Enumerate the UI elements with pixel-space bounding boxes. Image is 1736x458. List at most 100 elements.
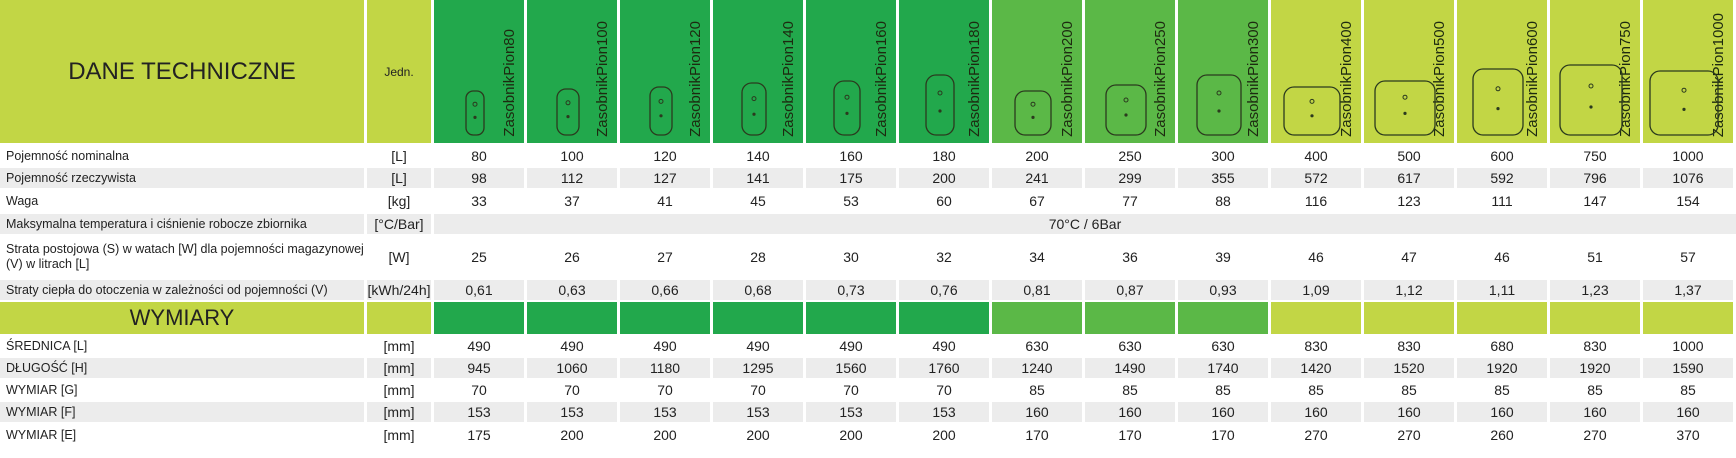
value-cell: 88 xyxy=(1178,190,1268,212)
tank-icon xyxy=(649,86,673,136)
value-cell: 112 xyxy=(527,168,617,188)
model-header: ZasobnikPion500 xyxy=(1364,0,1454,143)
value-cell: 116 xyxy=(1271,190,1361,212)
value-cell: 39 xyxy=(1178,236,1268,278)
value-cell: 141 xyxy=(713,168,803,188)
value-cell: 46 xyxy=(1457,236,1547,278)
tank-icon xyxy=(1649,70,1719,136)
value-cell: 1060 xyxy=(527,358,617,378)
value-cell: 147 xyxy=(1550,190,1640,212)
value-cell: 70 xyxy=(806,380,896,400)
value-cell: 160 xyxy=(992,402,1082,422)
value-cell: 85 xyxy=(1550,380,1640,400)
value-cell: 80 xyxy=(434,146,524,166)
value-cell: 270 xyxy=(1550,424,1640,446)
value-cell: 175 xyxy=(806,168,896,188)
value-cell: 0,66 xyxy=(620,280,710,300)
row-unit: [mm] xyxy=(367,380,431,400)
tank-icon xyxy=(1196,74,1242,136)
value-cell: 617 xyxy=(1364,168,1454,188)
value-cell: 490 xyxy=(713,336,803,356)
value-cell: 1,23 xyxy=(1550,280,1640,300)
value-cell: 153 xyxy=(713,402,803,422)
model-name: ZasobnikPion160 xyxy=(873,21,890,137)
section-band xyxy=(1643,302,1733,334)
value-cell: 1920 xyxy=(1550,358,1640,378)
value-cell: 1,37 xyxy=(1643,280,1733,300)
value-cell: 160 xyxy=(1643,402,1733,422)
model-name: ZasobnikPion200 xyxy=(1059,21,1076,137)
value-cell: 140 xyxy=(713,146,803,166)
section-band xyxy=(992,302,1082,334)
value-cell: 27 xyxy=(620,236,710,278)
tank-icon xyxy=(833,80,861,136)
value-cell: 70 xyxy=(434,380,524,400)
model-name: ZasobnikPion300 xyxy=(1245,21,1262,137)
value-cell: 490 xyxy=(527,336,617,356)
value-cell: 1,09 xyxy=(1271,280,1361,300)
value-cell: 153 xyxy=(899,402,989,422)
value-cell: 400 xyxy=(1271,146,1361,166)
section-band xyxy=(1085,302,1175,334)
value-cell: 572 xyxy=(1271,168,1361,188)
model-header: ZasobnikPion1000 xyxy=(1643,0,1733,143)
value-cell: 830 xyxy=(1364,336,1454,356)
value-cell: 0,73 xyxy=(806,280,896,300)
model-header: ZasobnikPion180 xyxy=(899,0,989,143)
section-band xyxy=(620,302,710,334)
value-cell: 1,12 xyxy=(1364,280,1454,300)
value-cell: 200 xyxy=(713,424,803,446)
section-band xyxy=(1457,302,1547,334)
value-cell: 0,61 xyxy=(434,280,524,300)
value-cell: 300 xyxy=(1178,146,1268,166)
value-cell: 153 xyxy=(806,402,896,422)
row-unit: [°C/Bar] xyxy=(367,214,431,234)
value-cell: 70 xyxy=(899,380,989,400)
value-cell: 170 xyxy=(1178,424,1268,446)
value-cell: 1920 xyxy=(1457,358,1547,378)
value-cell: 85 xyxy=(1085,380,1175,400)
value-cell: 1000 xyxy=(1643,146,1733,166)
value-cell: 85 xyxy=(1364,380,1454,400)
model-name: ZasobnikPion600 xyxy=(1524,21,1541,137)
section-title: WYMIARY xyxy=(0,302,364,334)
tank-icon xyxy=(1014,90,1052,136)
tank-icon xyxy=(925,74,955,136)
value-cell: 85 xyxy=(1457,380,1547,400)
value-cell: 500 xyxy=(1364,146,1454,166)
tank-icon xyxy=(1374,80,1436,136)
value-cell: 127 xyxy=(620,168,710,188)
value-cell: 1420 xyxy=(1271,358,1361,378)
value-cell: 200 xyxy=(992,146,1082,166)
value-cell: 160 xyxy=(1550,402,1640,422)
model-name: ZasobnikPion100 xyxy=(594,21,611,137)
value-cell: 1590 xyxy=(1643,358,1733,378)
value-cell: 25 xyxy=(434,236,524,278)
value-cell: 85 xyxy=(1271,380,1361,400)
row-unit: [L] xyxy=(367,168,431,188)
value-cell: 111 xyxy=(1457,190,1547,212)
model-header: ZasobnikPion600 xyxy=(1457,0,1547,143)
section-band xyxy=(527,302,617,334)
value-cell: 200 xyxy=(899,424,989,446)
row-unit: [L] xyxy=(367,146,431,166)
value-cell: 1,11 xyxy=(1457,280,1547,300)
section-band xyxy=(1271,302,1361,334)
value-cell: 47 xyxy=(1364,236,1454,278)
value-cell: 270 xyxy=(1271,424,1361,446)
value-cell: 36 xyxy=(1085,236,1175,278)
value-cell: 1490 xyxy=(1085,358,1175,378)
value-cell: 34 xyxy=(992,236,1082,278)
section-band xyxy=(1550,302,1640,334)
value-cell: 490 xyxy=(806,336,896,356)
section-band xyxy=(1364,302,1454,334)
value-cell: 153 xyxy=(620,402,710,422)
value-cell: 200 xyxy=(527,424,617,446)
value-cell: 77 xyxy=(1085,190,1175,212)
value-cell: 30 xyxy=(806,236,896,278)
value-cell: 370 xyxy=(1643,424,1733,446)
value-cell: 37 xyxy=(527,190,617,212)
value-cell: 53 xyxy=(806,190,896,212)
value-cell: 175 xyxy=(434,424,524,446)
